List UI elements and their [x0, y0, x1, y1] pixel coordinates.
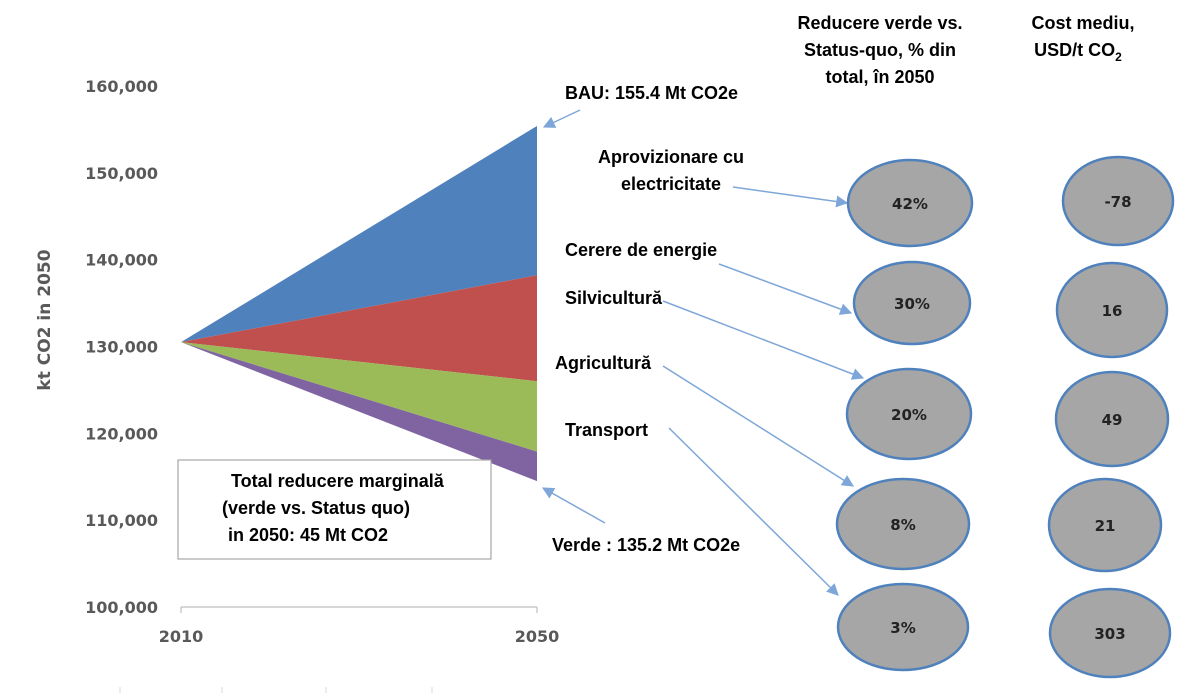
sector-label: electricitate — [621, 174, 721, 194]
cost-circle — [1048, 587, 1172, 679]
cost-circles: -78 16 49 21 303 — [1047, 155, 1175, 679]
share-value: 20% — [891, 406, 927, 424]
share-header: Reducere verde vs. Status-quo, % din tot… — [797, 13, 962, 87]
cost-header-line-2: USD/t CO2 — [1034, 40, 1122, 64]
share-value: 8% — [890, 516, 915, 534]
verde-annotation: Verde : 135.2 Mt CO2e — [552, 535, 740, 555]
area-layer-3 — [181, 342, 537, 482]
sector-arrow — [732, 186, 849, 208]
sector-label: Cerere de energie — [565, 240, 717, 260]
y-tick-label: 120,000 — [85, 424, 158, 443]
bau-annotation: BAU: 155.4 Mt CO2e — [565, 83, 738, 103]
cost-circle — [1047, 477, 1163, 573]
box-line-1: Total reducere marginală — [231, 471, 445, 491]
sector-labels: Aprovizionare cu electricitate Cerere de e… — [555, 147, 744, 440]
share-circle — [836, 582, 970, 672]
sector-arrow — [662, 365, 855, 487]
share-circle — [835, 477, 971, 571]
share-value: 3% — [890, 619, 915, 637]
share-circle — [846, 158, 974, 248]
x-axis: 2010 2050 — [119, 606, 560, 693]
area-layer-0 — [181, 125, 537, 343]
box-line-3: in 2050: 45 Mt CO2 — [228, 525, 388, 545]
share-value: 42% — [892, 195, 928, 213]
sector-label: Silvicultură — [565, 288, 663, 308]
sector-label: Transport — [565, 420, 648, 440]
x-tick-label: 2050 — [515, 627, 560, 646]
sector-arrows — [662, 186, 865, 596]
area-layer-2 — [181, 342, 537, 452]
share-header-line-2: Status-quo, % din — [804, 40, 956, 60]
total-reduction-box: Total reducere marginală (verde vs. Stat… — [177, 459, 492, 560]
y-axis: 100,000 110,000 120,000 130,000 140,000 150,0… — [85, 77, 158, 617]
cost-value: 49 — [1102, 411, 1123, 429]
share-circle — [852, 260, 972, 346]
sector-label: Agricultură — [555, 353, 652, 373]
sector-label: Aprovizionare cu — [598, 147, 744, 167]
cost-value: 16 — [1102, 302, 1123, 320]
sector-arrow — [662, 300, 865, 380]
share-value: 30% — [894, 295, 930, 313]
y-axis-label: kt CO2 in 2050 — [35, 249, 55, 390]
cost-circle — [1061, 155, 1175, 247]
y-tick-label: 160,000 — [85, 77, 158, 96]
cost-header: Cost mediu, USD/t CO2 — [1031, 13, 1134, 64]
y-tick-label: 130,000 — [85, 338, 158, 357]
area-layer-1 — [181, 275, 537, 382]
y-tick-label: 150,000 — [85, 164, 158, 183]
share-circle — [845, 367, 973, 461]
cost-circle — [1055, 261, 1169, 359]
sector-arrow — [668, 427, 839, 596]
verde-arrow — [541, 487, 606, 524]
share-header-line-3: total, în 2050 — [825, 67, 934, 87]
y-tick-label: 140,000 — [85, 251, 158, 270]
cost-value: -78 — [1104, 193, 1131, 211]
x-tick-label: 2010 — [159, 627, 204, 646]
y-tick-label: 100,000 — [85, 598, 158, 617]
area-layers — [181, 125, 537, 482]
share-header-line-1: Reducere verde vs. — [797, 13, 962, 33]
cost-header-line-1: Cost mediu, — [1031, 13, 1134, 33]
y-tick-label: 110,000 — [85, 511, 158, 530]
cost-value: 303 — [1094, 625, 1125, 643]
share-circles: 42% 30% 20% 8% 3% — [835, 158, 974, 672]
cost-value: 21 — [1095, 517, 1116, 535]
sector-arrow — [718, 263, 853, 315]
cost-circle — [1054, 370, 1170, 468]
box-line-2: (verde vs. Status quo) — [222, 498, 410, 518]
bau-arrow — [542, 109, 581, 128]
